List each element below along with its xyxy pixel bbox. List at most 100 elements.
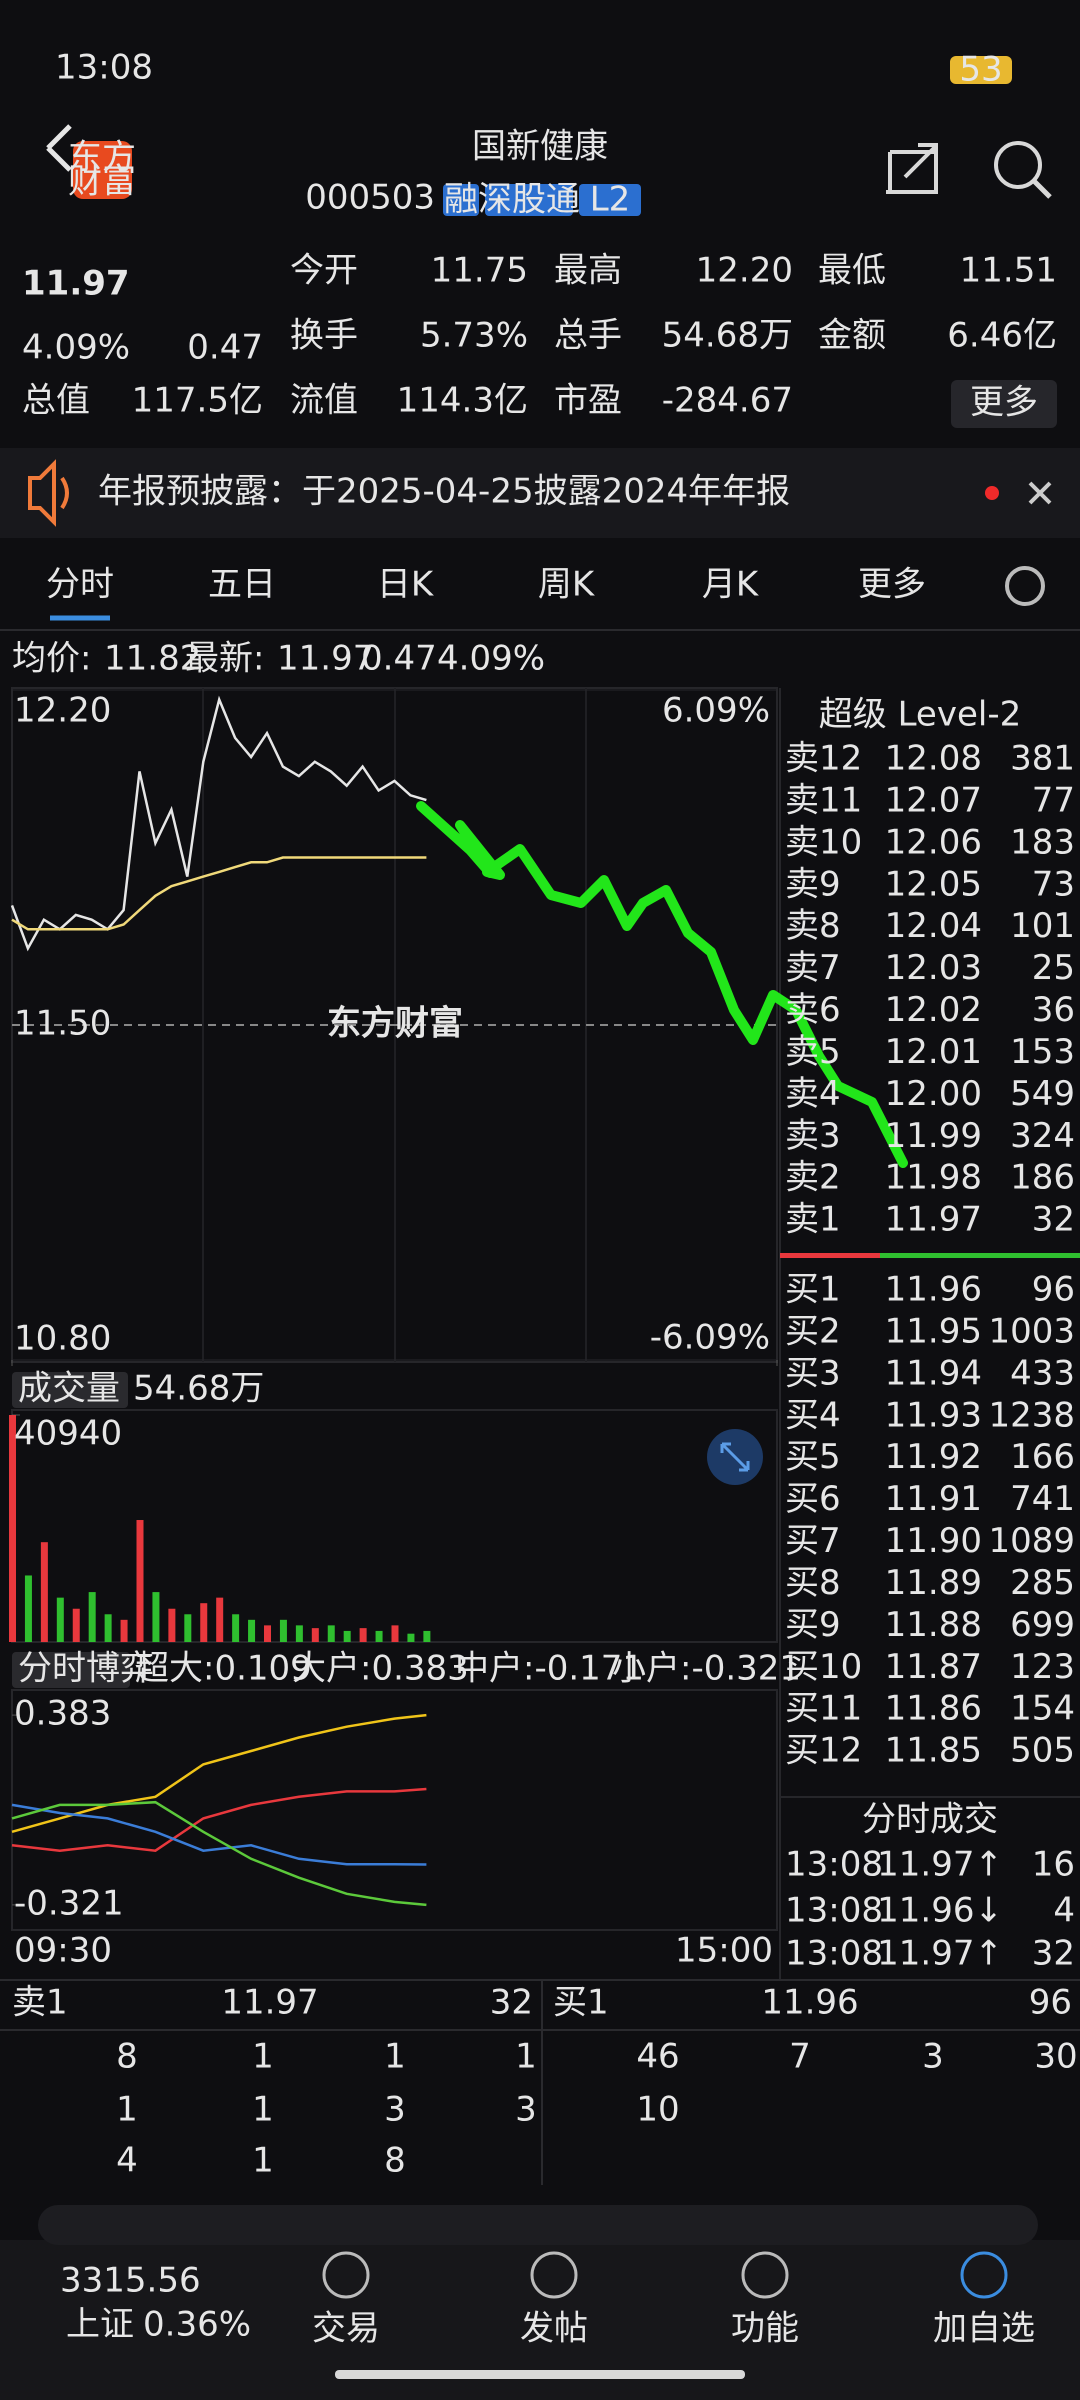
volume-bar bbox=[359, 1628, 367, 1642]
book-price: 11.87 bbox=[885, 1647, 982, 1687]
book-price: 11.90 bbox=[885, 1521, 982, 1561]
volume-bar bbox=[375, 1630, 383, 1642]
marks bbox=[9, 689, 778, 1907]
book-label: 买11 bbox=[785, 1689, 862, 1729]
book-label: 买5 bbox=[785, 1437, 841, 1477]
chart-title: 分时博弈 bbox=[18, 1649, 154, 1689]
tab[interactable]: 更多 bbox=[858, 565, 926, 605]
share-button[interactable] bbox=[886, 143, 938, 194]
book-label: 买8 bbox=[785, 1563, 841, 1603]
book-label: 卖12 bbox=[785, 739, 862, 779]
book-volume: 699 bbox=[1010, 1605, 1075, 1645]
change-pct: 4.09% bbox=[22, 328, 130, 368]
flow-selector[interactable] bbox=[12, 1652, 130, 1688]
book-volume: 1003 bbox=[988, 1311, 1075, 1351]
nav-icon bbox=[741, 2251, 789, 2299]
nav-item[interactable]: 交易 bbox=[312, 2309, 380, 2349]
book-price: 11.94 bbox=[885, 1353, 982, 1393]
queue-order: 7 bbox=[789, 2037, 811, 2077]
more-button[interactable] bbox=[951, 380, 1057, 428]
book-price: 11.92 bbox=[885, 1437, 982, 1477]
search-button-handle bbox=[1032, 179, 1052, 199]
back-button[interactable] bbox=[46, 124, 72, 172]
y-tick-label: 10.80 bbox=[14, 1319, 111, 1359]
book-volume: 433 bbox=[1010, 1353, 1075, 1393]
book-label: 卖7 bbox=[785, 948, 841, 988]
book-price: 11.95 bbox=[885, 1311, 982, 1351]
book-label: 卖10 bbox=[785, 822, 862, 862]
app-logo bbox=[73, 141, 132, 199]
volume-bar bbox=[120, 1619, 128, 1642]
book-volume: 32 bbox=[1032, 1200, 1075, 1240]
book-label: 卖4 bbox=[785, 1074, 841, 1114]
field-value: 11.51 bbox=[960, 251, 1057, 291]
search-button[interactable] bbox=[994, 141, 1042, 189]
book-price: 12.03 bbox=[885, 948, 982, 988]
volume-bar bbox=[136, 1520, 144, 1642]
volume-bar bbox=[104, 1614, 112, 1642]
field-value: 54.68万 bbox=[662, 316, 793, 356]
book-label: 买1 bbox=[785, 1270, 841, 1310]
tab[interactable]: 日K bbox=[377, 565, 435, 605]
tab[interactable]: 周K bbox=[538, 565, 596, 605]
field-label: 今开 bbox=[290, 251, 358, 291]
search-bar bbox=[38, 2205, 1038, 2245]
series-line bbox=[11, 856, 427, 931]
book-price: 12.04 bbox=[885, 906, 982, 946]
book-price: 12.06 bbox=[885, 822, 982, 862]
book-volume: 36 bbox=[1032, 990, 1075, 1030]
tab[interactable]: 五日 bbox=[208, 565, 276, 605]
settings-button[interactable] bbox=[1005, 566, 1045, 606]
book-volume: 381 bbox=[1010, 739, 1075, 779]
queue-order: 1 bbox=[252, 2090, 274, 2130]
book-volume: 123 bbox=[1010, 1647, 1075, 1687]
y-tick-label: 11.50 bbox=[14, 1004, 111, 1044]
book-volume: 183 bbox=[1010, 822, 1075, 862]
tab[interactable]: 月K bbox=[702, 565, 760, 605]
volume-bar bbox=[168, 1608, 176, 1642]
notice-close[interactable] bbox=[1028, 481, 1052, 505]
logo-text: 东方 bbox=[68, 138, 136, 178]
tab[interactable]: 分时 bbox=[46, 565, 114, 605]
status-time: 13:08 bbox=[55, 48, 153, 88]
book-price: 11.89 bbox=[885, 1563, 982, 1603]
nav-item[interactable]: 加自选 bbox=[933, 2309, 1035, 2349]
field-value: 5.73% bbox=[420, 316, 528, 356]
book-label: 买12 bbox=[785, 1731, 862, 1771]
tag-label: 深股通 bbox=[478, 180, 580, 220]
nav-item[interactable]: 功能 bbox=[731, 2309, 799, 2349]
book-price: 12.01 bbox=[885, 1032, 982, 1072]
watermark: 东方财富 bbox=[327, 1004, 463, 1044]
book-price: 11.86 bbox=[885, 1689, 982, 1729]
queue-order: 4 bbox=[116, 2141, 138, 2181]
last-label: 最新: bbox=[185, 639, 264, 679]
volume-selector[interactable] bbox=[12, 1372, 128, 1408]
queue-volume: 32 bbox=[490, 1983, 533, 2023]
book-volume: 1238 bbox=[988, 1395, 1075, 1435]
volume-bar bbox=[152, 1592, 160, 1642]
pct-label: -6.09% bbox=[650, 1318, 770, 1358]
queue-order: 3 bbox=[384, 2090, 406, 2130]
queue-label: 买1 bbox=[553, 1983, 609, 2023]
home-indicator bbox=[335, 2370, 745, 2379]
last-price: 11.97 bbox=[22, 264, 130, 304]
tag-label: L2 bbox=[590, 180, 631, 220]
volume-bar bbox=[343, 1630, 351, 1642]
y-tick-label: 12.20 bbox=[14, 691, 111, 731]
queue-order: 10 bbox=[636, 2090, 679, 2130]
nav-item[interactable]: 发帖 bbox=[520, 2309, 588, 2349]
notice-icon bbox=[28, 459, 69, 527]
field-label: 金额 bbox=[818, 316, 886, 356]
queue-order: 30 bbox=[1034, 2037, 1077, 2077]
queue-order: 8 bbox=[116, 2037, 138, 2077]
book-volume: 77 bbox=[1032, 780, 1075, 820]
last-value: 11.97 bbox=[277, 639, 374, 679]
volume-bar bbox=[423, 1630, 431, 1642]
volume-bar bbox=[248, 1619, 256, 1642]
book-price: 12.05 bbox=[885, 864, 982, 904]
book-volume: 154 bbox=[1010, 1689, 1075, 1729]
book-price: 11.98 bbox=[885, 1158, 982, 1198]
trade-volume: 16 bbox=[1032, 1845, 1075, 1885]
